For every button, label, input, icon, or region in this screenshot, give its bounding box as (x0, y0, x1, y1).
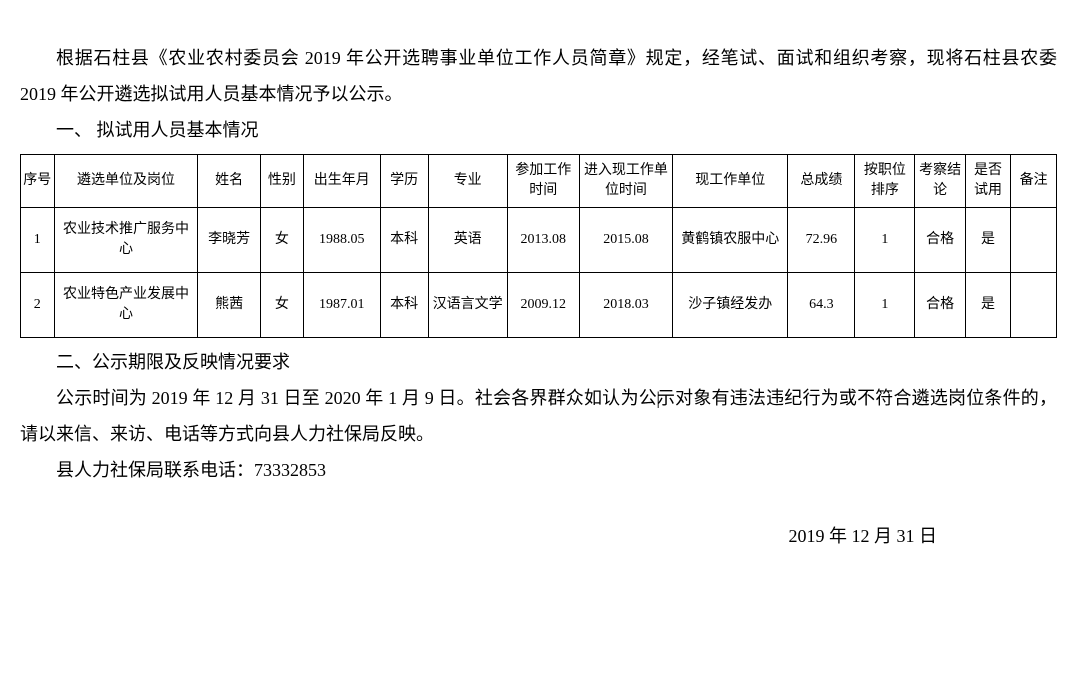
table-header-cell: 备注 (1011, 155, 1057, 208)
candidates-table: 序号遴选单位及岗位姓名性别出生年月学历专业参加工作时间进入现工作单位时间现工作单… (20, 154, 1057, 338)
table-header-cell: 现工作单位 (673, 155, 788, 208)
table-row: 2农业特色产业发展中心熊茜女1987.01本科汉语言文学2009.122018.… (21, 273, 1057, 338)
table-cell: 64.3 (788, 273, 855, 338)
table-header-cell: 遴选单位及岗位 (54, 155, 198, 208)
table-header-cell: 进入现工作单位时间 (579, 155, 673, 208)
table-cell: 1 (855, 273, 915, 338)
table-header-cell: 总成绩 (788, 155, 855, 208)
table-cell: 农业技术推广服务中心 (54, 208, 198, 273)
table-cell: 沙子镇经发办 (673, 273, 788, 338)
table-header-cell: 是否试用 (965, 155, 1011, 208)
table-cell: 2009.12 (507, 273, 579, 338)
table-cell: 女 (260, 208, 303, 273)
table-header-row: 序号遴选单位及岗位姓名性别出生年月学历专业参加工作时间进入现工作单位时间现工作单… (21, 155, 1057, 208)
notice-paragraph: 公示时间为 2019 年 12 月 31 日至 2020 年 1 月 9 日。社… (20, 380, 1057, 452)
table-header-cell: 专业 (428, 155, 507, 208)
table-cell: 72.96 (788, 208, 855, 273)
section-2-heading: 二、公示期限及反映情况要求 (20, 344, 1057, 380)
table-cell: 1 (855, 208, 915, 273)
table-cell: 2 (21, 273, 55, 338)
issue-date: 2019 年 12 月 31 日 (20, 518, 1057, 554)
table-cell: 1987.01 (303, 273, 380, 338)
table-cell: 2018.03 (579, 273, 673, 338)
table-header-cell: 考察结论 (915, 155, 965, 208)
table-cell: 本科 (380, 273, 428, 338)
contact-paragraph: 县人力社保局联系电话：73332853 (20, 452, 1057, 488)
table-cell: 2013.08 (507, 208, 579, 273)
table-cell: 熊茜 (198, 273, 260, 338)
intro-paragraph: 根据石柱县《农业农村委员会 2019 年公开选聘事业单位工作人员简章》规定，经笔… (20, 40, 1057, 112)
table-header-cell: 学历 (380, 155, 428, 208)
table-cell: 英语 (428, 208, 507, 273)
table-cell: 合格 (915, 208, 965, 273)
table-cell: 农业特色产业发展中心 (54, 273, 198, 338)
table-header-cell: 姓名 (198, 155, 260, 208)
table-header-cell: 序号 (21, 155, 55, 208)
table-cell: 1 (21, 208, 55, 273)
table-cell: 女 (260, 273, 303, 338)
table-cell: 李晓芳 (198, 208, 260, 273)
table-cell (1011, 208, 1057, 273)
table-cell: 1988.05 (303, 208, 380, 273)
table-cell: 是 (965, 273, 1011, 338)
table-cell: 是 (965, 208, 1011, 273)
table-header-cell: 出生年月 (303, 155, 380, 208)
table-cell: 合格 (915, 273, 965, 338)
table-header-cell: 参加工作时间 (507, 155, 579, 208)
table-cell: 本科 (380, 208, 428, 273)
table-header-cell: 性别 (260, 155, 303, 208)
table-cell: 2015.08 (579, 208, 673, 273)
notice-text-a: 公示时间为 2019 年 12 月 31 日至 2020 年 1 月 9 日。社… (56, 388, 620, 408)
section-1-heading: 一、 拟试用人员基本情况 (20, 112, 1057, 148)
table-header-cell: 按职位排序 (855, 155, 915, 208)
table-row: 1农业技术推广服务中心李晓芳女1988.05本科英语2013.082015.08… (21, 208, 1057, 273)
table-cell: 汉语言文学 (428, 273, 507, 338)
table-cell: 黄鹤镇农服中心 (673, 208, 788, 273)
table-cell (1011, 273, 1057, 338)
